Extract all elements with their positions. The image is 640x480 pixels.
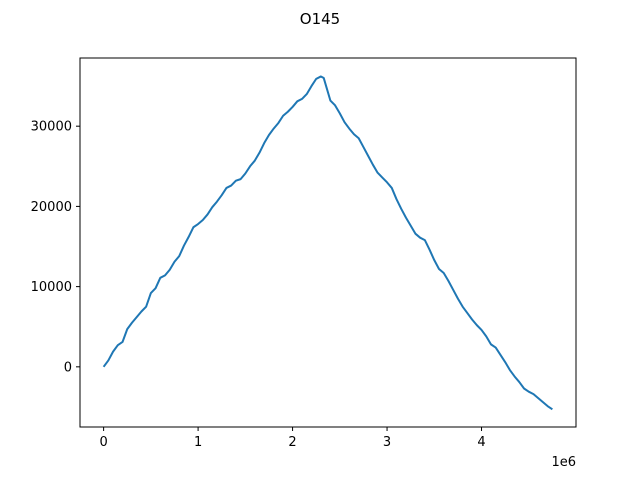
plot-area bbox=[102, 75, 553, 411]
y-tick-label: 10000 bbox=[31, 280, 72, 295]
x-axis-offset-label: 1e6 bbox=[551, 455, 576, 470]
series-line-0 bbox=[102, 75, 553, 411]
y-tick-label: 0 bbox=[64, 360, 72, 375]
y-tick-label: 30000 bbox=[31, 120, 72, 135]
x-tick-label: 3 bbox=[383, 435, 391, 450]
y-axis: 0 10000 20000 30000 bbox=[31, 120, 80, 375]
axes-frame bbox=[79, 57, 577, 428]
x-tick-label: 4 bbox=[477, 435, 485, 450]
y-tick-label: 20000 bbox=[31, 200, 72, 215]
x-tick-label: 1 bbox=[194, 435, 202, 450]
x-axis: 0 1 2 3 4 bbox=[99, 427, 486, 450]
chart-title: O145 bbox=[300, 10, 340, 28]
x-tick-label: 0 bbox=[99, 435, 107, 450]
x-tick-label: 2 bbox=[288, 435, 296, 450]
